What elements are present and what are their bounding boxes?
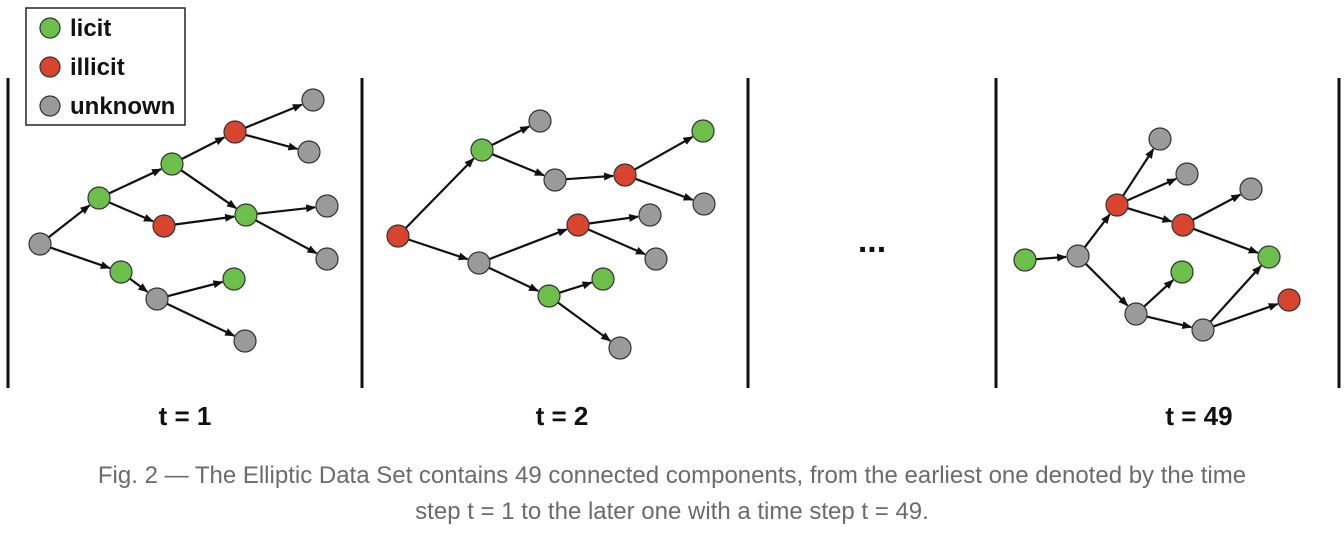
graph-edge-arrow: [565, 172, 614, 181]
legend-illicit-swatch: [39, 56, 61, 78]
graph-edge-arrow: [108, 201, 154, 223]
graph-edge-arrow: [587, 228, 646, 256]
graph-edge-arrow: [491, 153, 545, 177]
graph-edge-arrow: [255, 219, 318, 255]
graph-edge-arrow: [181, 136, 226, 160]
graph-edge-arrow: [491, 125, 531, 147]
graph-node-licit: [537, 284, 561, 308]
graph-edge-arrow: [557, 301, 612, 342]
graph-edge-arrow: [1213, 302, 1279, 328]
graph-edge-arrow: [167, 280, 224, 298]
graph-node-unknown: [315, 194, 339, 218]
graph-node-licit: [1170, 260, 1194, 284]
graph-edge-arrow: [1143, 279, 1174, 308]
graph-node-unknown: [467, 251, 491, 275]
graph-node-illicit: [223, 120, 247, 144]
graph-node-licit: [1013, 248, 1037, 272]
graph-node-unknown: [638, 203, 662, 227]
graph-edge-arrow: [1192, 193, 1242, 221]
graph-node-unknown: [543, 168, 567, 192]
graph-node-unknown: [692, 192, 716, 216]
graph-node-licit: [591, 267, 615, 291]
legend-licit-swatch: [39, 17, 61, 39]
graph-edge-arrow: [244, 103, 303, 129]
graph-edge-arrow: [1127, 207, 1173, 223]
graph-node-licit: [1257, 245, 1281, 269]
graph-node-unknown: [145, 287, 169, 311]
graph-node-licit: [87, 186, 111, 210]
graph-node-unknown: [1124, 302, 1148, 326]
graph-node-unknown: [1191, 318, 1215, 342]
graph-edge-arrow: [1192, 227, 1259, 254]
legend-unknown-swatch: [39, 95, 61, 117]
graph-node-illicit: [152, 214, 176, 238]
figure-caption: Fig. 2 — The Elliptic Data Set contains …: [0, 458, 1344, 530]
graph-node-unknown: [233, 329, 257, 353]
graph-edge-arrow: [588, 213, 640, 225]
graph-node-licit: [234, 203, 258, 227]
graph-node-unknown: [1239, 177, 1263, 201]
graph-edge-arrow: [404, 157, 475, 229]
graph-node-licit: [691, 119, 715, 143]
graph-edges: [48, 103, 1279, 342]
graph-edge-arrow: [174, 213, 236, 226]
graph-edge-arrow: [48, 204, 91, 239]
graph-node-licit: [222, 267, 246, 291]
caption-line-2: step t = 1 to the later one with a time …: [415, 498, 929, 525]
graph-edge-arrow: [1209, 265, 1262, 323]
ellipsis: ...: [858, 222, 886, 260]
panel-label-t2: t = 2: [536, 401, 589, 431]
elliptic-graph-figure: licit illicit unknown ... t = 1 t = 2 t …: [6, 7, 1341, 431]
graph-edge-arrow: [256, 204, 317, 215]
graph-node-illicit: [566, 213, 590, 237]
graph-edge-arrow: [488, 228, 568, 261]
graph-node-illicit: [1277, 288, 1301, 312]
graph-node-illicit: [1105, 193, 1129, 217]
legend-unknown-label: unknown: [70, 93, 175, 120]
legend-licit-label: licit: [70, 15, 111, 42]
graph-edge-arrow: [129, 277, 149, 293]
legend: licit illicit unknown: [25, 7, 186, 126]
graph-node-unknown: [1175, 162, 1199, 186]
legend-illicit-label: illicit: [70, 54, 125, 81]
panel-label-t49: t = 49: [1165, 401, 1232, 431]
graph-node-unknown: [644, 247, 668, 271]
graph-node-unknown: [297, 140, 321, 164]
graph-node-unknown: [528, 109, 552, 133]
graph-edge-arrow: [634, 135, 694, 171]
graph-edge-arrow: [166, 302, 236, 337]
graph-node-unknown: [1066, 244, 1090, 268]
graph-edge-arrow: [1122, 148, 1155, 197]
graph-edge-arrow: [1083, 213, 1111, 248]
graph-edge-arrow: [1035, 253, 1067, 262]
graph-edge-arrow: [245, 133, 299, 151]
graph-node-illicit: [386, 224, 410, 248]
graph-edge-arrow: [1126, 177, 1177, 202]
graph-node-unknown: [1148, 127, 1172, 151]
graph-edge-arrow: [408, 238, 469, 261]
graph-node-unknown: [608, 336, 632, 360]
graph-node-licit: [470, 138, 494, 162]
graph-edge-arrow: [180, 169, 237, 210]
graph-node-licit: [109, 260, 133, 284]
caption-line-1: Fig. 2 — The Elliptic Data Set contains …: [97, 462, 1247, 489]
graph-edge-arrow: [634, 177, 694, 201]
graph-edge-arrow: [1146, 315, 1193, 330]
graph-node-illicit: [613, 163, 637, 187]
panel-label-t1: t = 1: [159, 401, 212, 431]
graph-node-licit: [160, 152, 184, 176]
graph-node-unknown: [315, 247, 339, 271]
graph-nodes: [28, 88, 1301, 360]
graph-edge-arrow: [559, 281, 593, 294]
graph-node-unknown: [28, 232, 52, 256]
graph-edge-arrow: [488, 266, 540, 292]
graph-node-unknown: [301, 88, 325, 112]
graph-node-illicit: [1171, 213, 1195, 237]
graph-edge-arrow: [50, 246, 111, 270]
graph-edge-arrow: [1085, 263, 1129, 307]
graph-edge-arrow: [108, 168, 163, 195]
